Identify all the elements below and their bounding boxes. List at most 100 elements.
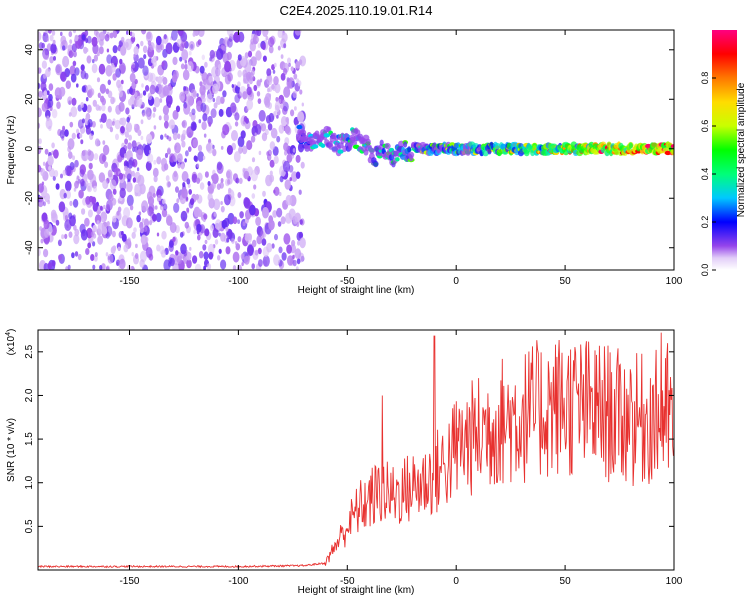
heatmap-cell: [177, 153, 183, 163]
heatmap-cell: [349, 134, 356, 141]
heatmap-cell: [237, 54, 242, 61]
heatmap-cell: [38, 196, 43, 203]
heatmap-cell: [247, 50, 253, 58]
heatmap-cell: [175, 250, 179, 256]
heatmap-cell: [301, 102, 304, 107]
heatmap-cell: [145, 31, 153, 43]
heatmap-cell: [201, 121, 207, 131]
heatmap-cell: [297, 240, 300, 246]
heatmap-cell: [42, 73, 47, 79]
heatmap-cell: [296, 124, 303, 130]
heatmap-cell: [62, 45, 66, 51]
heatmap-cell: [91, 36, 98, 47]
heatmap-cell: [53, 170, 59, 178]
heatmap-cell: [128, 157, 135, 166]
heatmap-cell: [261, 43, 266, 50]
heatmap-cell: [147, 92, 153, 101]
heatmap-cell: [155, 212, 162, 223]
heatmap-cell: [238, 177, 243, 184]
heatmap-cell: [176, 198, 180, 204]
heatmap-cell: [81, 85, 86, 93]
heatmap-cell: [127, 142, 132, 150]
heatmap-cell: [60, 173, 63, 179]
heatmap-cell: [214, 219, 222, 231]
heatmap-cell: [89, 133, 94, 140]
heatmap-cell: [58, 254, 62, 261]
heatmap-cell: [286, 153, 293, 163]
heatmap-cell: [190, 88, 197, 100]
heatmap-cell: [213, 102, 218, 109]
heatmap-cell: [295, 171, 301, 179]
heatmap-cell: [320, 143, 326, 148]
heatmap-cell: [152, 167, 159, 178]
heatmap-cell: [237, 70, 242, 78]
heatmap-cell: [38, 138, 42, 145]
colorbar-tick-label: 0.0: [700, 264, 710, 277]
heatmap-cell: [105, 225, 113, 237]
heatmap-cell: [278, 124, 285, 134]
heatmap-cell: [395, 157, 400, 162]
heatmap-cell: [155, 35, 162, 46]
heatmap-cell: [139, 226, 144, 234]
heatmap-cell: [266, 68, 272, 77]
heatmap-cell: [120, 45, 127, 56]
heatmap-cell: [101, 263, 106, 270]
heatmap-cell: [74, 251, 79, 257]
heatmap-cell: [206, 263, 212, 270]
heatmap-cell: [193, 229, 197, 235]
heatmap-cell: [196, 229, 200, 235]
heatmap-cell: [163, 113, 169, 122]
heatmap-cell: [251, 239, 257, 248]
heatmap-cell: [180, 163, 185, 170]
heatmap-cell: [71, 252, 75, 259]
heatmap-cell: [93, 54, 98, 62]
heatmap-cell: [128, 134, 133, 141]
heatmap-cell: [290, 66, 294, 72]
heatmap-cell: [191, 173, 198, 183]
heatmap-cell: [182, 129, 187, 136]
heatmap-cell: [241, 145, 248, 155]
heatmap-cell: [120, 117, 127, 126]
heatmap-cell: [250, 135, 256, 143]
heatmap-cell: [262, 207, 269, 219]
heatmap-cell: [126, 30, 129, 35]
heatmap-cell: [158, 115, 162, 121]
heatmap-cell: [107, 90, 113, 99]
heatmap-cell: [225, 226, 229, 232]
heatmap-cell: [276, 114, 279, 119]
heatmap-cell: [465, 149, 471, 156]
heatmap-cell: [262, 255, 270, 267]
heatmap-cell: [147, 72, 154, 82]
heatmap-cell: [74, 67, 80, 76]
heatmap-cell: [153, 175, 158, 183]
heatmap-cell: [283, 233, 291, 245]
heatmap-cell: [63, 192, 67, 199]
heatmap-cell: [403, 141, 408, 148]
heatmap-cell: [68, 50, 74, 58]
heatmap-cell: [243, 255, 250, 265]
heatmap-cell: [136, 214, 141, 223]
heatmap-cell: [292, 254, 295, 260]
heatmap-cell: [246, 86, 252, 96]
heatmap-cell: [277, 45, 281, 51]
heatmap-cell: [250, 169, 258, 182]
heatmap-cell: [71, 97, 77, 106]
heatmap-cell: [92, 99, 98, 107]
heatmap-cell: [196, 163, 200, 168]
heatmap-cell: [132, 177, 137, 183]
heatmap-cell: [196, 93, 199, 98]
heatmap-cell: [73, 30, 76, 34]
heatmap-cell: [287, 255, 294, 266]
heatmap-cell: [231, 238, 235, 244]
heatmap-cell: [43, 219, 50, 230]
heatmap-cell: [281, 252, 287, 261]
heatmap-cell: [87, 119, 93, 128]
heatmap-cell: [213, 198, 221, 210]
heatmap-cell: [98, 63, 106, 75]
heatmap-cell: [86, 35, 92, 44]
heatmap-cell: [164, 133, 167, 138]
heatmap-cell: [284, 150, 288, 156]
heatmap-cell: [76, 128, 80, 134]
heatmap-cell: [294, 106, 297, 111]
heatmap-cell: [226, 51, 232, 61]
